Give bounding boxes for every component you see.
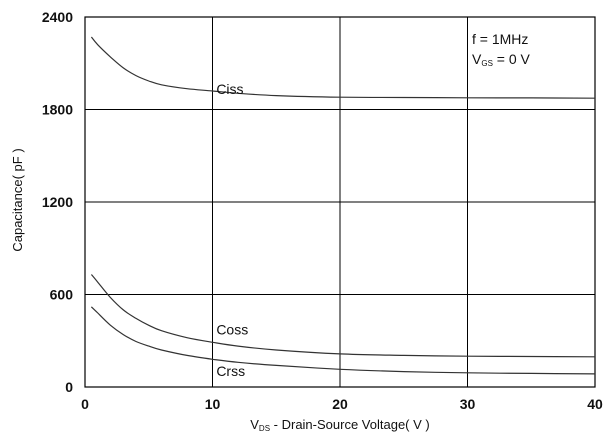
series-label-crss: Crss	[216, 363, 245, 379]
x-tick-label: 10	[205, 396, 221, 412]
y-axis-label: Capacitance( pF )	[10, 148, 25, 251]
tick-labels: 0 10 20 30 40 0 600 1200 1800 2400	[42, 9, 603, 412]
series-labels: Ciss Coss Crss	[216, 81, 248, 379]
series-label-ciss: Ciss	[216, 81, 243, 97]
x-axis-label-prefix: V	[250, 417, 259, 432]
x-tick-label: 20	[332, 396, 348, 412]
y-tick-label: 600	[50, 287, 74, 303]
x-tick-label: 30	[460, 396, 476, 412]
series-line-ciss	[90, 36, 596, 99]
vgs-annotation-subscript: GS	[481, 59, 493, 68]
series-label-coss: Coss	[216, 322, 248, 338]
vgs-annotation: VGS = 0 V	[472, 51, 531, 68]
series-line-coss	[90, 274, 596, 358]
y-tick-label: 1200	[42, 194, 73, 210]
x-axis-label-text: - Drain-Source Voltage( V )	[270, 417, 430, 432]
x-tick-label: 0	[81, 396, 89, 412]
y-tick-label: 2400	[42, 9, 73, 25]
series-line-crss	[90, 306, 596, 375]
frequency-annotation: f = 1MHz	[472, 31, 528, 47]
y-tick-label: 1800	[42, 102, 73, 118]
vgs-annotation-text: = 0 V	[493, 51, 531, 67]
x-axis-label: VDS - Drain-Source Voltage( V )	[250, 417, 429, 433]
y-tick-label: 0	[65, 379, 73, 395]
grid	[84, 16, 596, 388]
x-tick-label: 40	[587, 396, 603, 412]
x-axis-label-subscript: DS	[259, 424, 270, 433]
vgs-annotation-prefix: V	[472, 51, 482, 67]
series-curves	[90, 36, 596, 375]
